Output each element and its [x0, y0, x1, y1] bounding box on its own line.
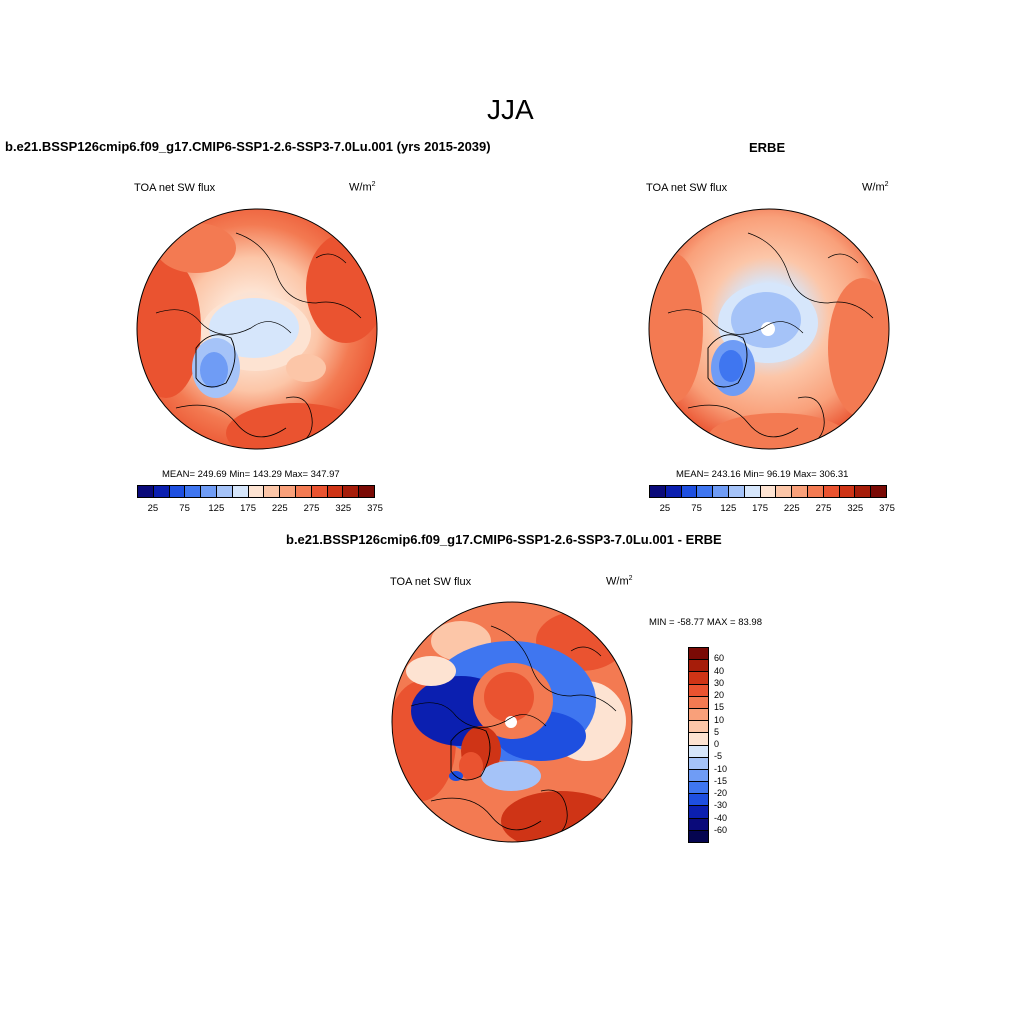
panel3-title: b.e21.BSSP126cmip6.f09_g17.CMIP6-SSP1-2.…	[286, 532, 722, 547]
colorbar-swatch	[280, 486, 296, 497]
colorbar-swatch	[185, 486, 202, 497]
colorbar-tick-label: 75	[179, 503, 190, 514]
colorbar-tick-label: -5	[714, 751, 723, 762]
colorbar-swatch	[216, 486, 233, 497]
colorbar-swatch	[792, 486, 808, 497]
colorbar-swatch	[807, 486, 824, 497]
colorbar-swatch	[153, 486, 170, 497]
colorbar-tick-label: 20	[714, 690, 725, 700]
colorbar-swatch	[311, 486, 328, 497]
panel3-stats: MIN = -58.77 MAX = 83.98	[649, 617, 763, 628]
colorbar-swatch	[689, 757, 708, 770]
colorbar-swatch	[650, 486, 666, 497]
colorbar-tick-label: 175	[752, 503, 768, 514]
panel1-stats: MEAN= 249.69 Min= 143.29 Max= 347.97	[162, 469, 340, 480]
colorbar-tick-label: -20	[714, 788, 728, 798]
colorbar-tick-label: -30	[714, 800, 728, 811]
colorbar-swatch	[689, 648, 708, 661]
colorbar-swatch	[689, 794, 708, 807]
colorbar-swatch	[823, 486, 840, 497]
colorbar-swatch	[232, 486, 249, 497]
colorbar-swatch	[776, 486, 793, 497]
colorbar-swatch	[760, 486, 777, 497]
colorbar-swatch	[295, 486, 312, 497]
panel1-units-label: W/m2	[349, 181, 376, 194]
panel3-polar-map	[391, 601, 633, 843]
colorbar-swatch	[713, 486, 729, 497]
colorbar-swatch	[689, 806, 708, 819]
panel2-polar-map	[648, 208, 890, 450]
colorbar-swatch	[697, 486, 714, 497]
colorbar-swatch	[201, 486, 217, 497]
colorbar-swatch	[138, 486, 154, 497]
colorbar-swatch	[744, 486, 761, 497]
colorbar-tick-label: 275	[303, 503, 320, 514]
colorbar-tick-label: 275	[815, 503, 832, 514]
colorbar-swatch	[689, 660, 708, 673]
panel2-units-label: W/m2	[862, 181, 889, 194]
colorbar-tick-label: 175	[240, 503, 256, 514]
colorbar-swatch	[689, 733, 708, 746]
colorbar-tick-label: -15	[714, 775, 728, 786]
colorbar-swatch	[248, 486, 265, 497]
panel1-colorbar	[137, 485, 375, 498]
colorbar-swatch	[689, 684, 708, 697]
colorbar-tick-label: -40	[714, 812, 728, 823]
colorbar-tick-label: 225	[271, 503, 288, 514]
colorbar-swatch	[359, 486, 374, 497]
colorbar-swatch	[689, 672, 708, 685]
colorbar-tick-label: 0	[714, 739, 720, 749]
panel3-variable-label: TOA net SW flux	[390, 576, 472, 588]
colorbar-tick-label: 30	[714, 677, 725, 688]
colorbar-swatch	[728, 486, 745, 497]
panel2-colorbar	[649, 485, 887, 498]
panel3-colorbar	[688, 647, 709, 843]
colorbar-swatch	[327, 486, 344, 497]
colorbar-swatch	[689, 782, 708, 795]
colorbar-swatch	[689, 721, 708, 734]
colorbar-swatch	[689, 818, 708, 831]
colorbar-swatch	[689, 769, 708, 783]
colorbar-swatch	[689, 708, 708, 722]
colorbar-swatch	[665, 486, 682, 497]
colorbar-tick-label: 75	[691, 503, 702, 514]
colorbar-swatch	[871, 486, 886, 497]
colorbar-swatch	[855, 486, 872, 497]
colorbar-tick-label: 125	[720, 503, 737, 514]
colorbar-tick-label: 10	[714, 714, 725, 725]
colorbar-tick-label: 5	[714, 726, 720, 737]
colorbar-tick-label: 125	[208, 503, 225, 514]
panel3-units-label: W/m2	[606, 575, 633, 588]
colorbar-tick-label: 25	[659, 503, 671, 514]
colorbar-tick-label: 40	[714, 665, 725, 676]
colorbar-tick-label: 375	[367, 503, 383, 514]
colorbar-tick-label: 325	[847, 503, 864, 514]
colorbar-swatch	[689, 696, 708, 709]
colorbar-tick-label: 325	[335, 503, 352, 514]
colorbar-swatch	[343, 486, 360, 497]
colorbar-tick-label: 60	[714, 653, 725, 664]
panel2-title: ERBE	[749, 140, 786, 155]
colorbar-tick-label: 25	[147, 503, 159, 514]
panel1-title: b.e21.BSSP126cmip6.f09_g17.CMIP6-SSP1-2.…	[5, 139, 491, 154]
panel1-variable-label: TOA net SW flux	[134, 182, 216, 194]
colorbar-tick-label: 15	[714, 702, 725, 713]
colorbar-tick-label: -10	[714, 763, 728, 774]
colorbar-swatch	[689, 830, 708, 842]
colorbar-swatch	[689, 745, 708, 758]
colorbar-swatch	[169, 486, 186, 497]
panel1-polar-map	[136, 208, 378, 450]
panel2-stats: MEAN= 243.16 Min= 96.19 Max= 306.31	[676, 469, 849, 480]
colorbar-swatch	[264, 486, 281, 497]
figure-title: JJA	[487, 94, 534, 125]
panel2-variable-label: TOA net SW flux	[646, 182, 728, 194]
colorbar-swatch	[839, 486, 856, 497]
colorbar-tick-label: 225	[783, 503, 800, 514]
colorbar-tick-label: -60	[714, 824, 728, 835]
colorbar-swatch	[681, 486, 698, 497]
colorbar-tick-label: 375	[879, 503, 895, 514]
